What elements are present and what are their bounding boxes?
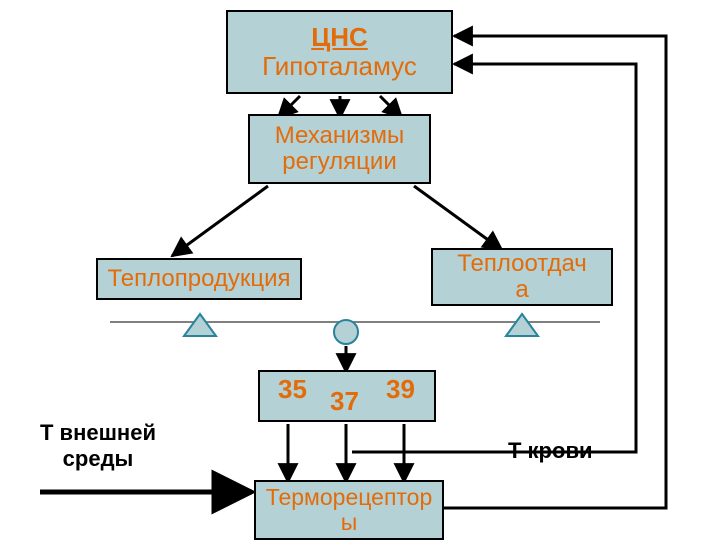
label-t_env: Т внешней среды: [40, 420, 156, 472]
box-heatloss-line-0: Теплоотдач: [457, 251, 587, 277]
balance-pivot: [334, 320, 358, 344]
box-heatprod-line-0: Теплопродукция: [107, 266, 290, 292]
scale-value-35: 35: [278, 374, 307, 405]
box-heatloss: Теплоотдача: [431, 248, 613, 306]
arrow-mech-to-prod: [172, 186, 268, 256]
box-thermo: Терморецепторы: [254, 480, 444, 540]
box-cns: ЦНСГипоталамус: [226, 10, 453, 94]
box-thermo-line-1: ы: [341, 510, 358, 535]
triL: [184, 314, 216, 336]
scale-value-39: 39: [386, 374, 415, 405]
box-thermo-line-0: Терморецептор: [266, 485, 433, 510]
box-cns-line-1: Гипоталамус: [262, 52, 417, 81]
scale-value-37: 37: [330, 386, 359, 417]
arrow-mech-to-loss: [414, 186, 502, 250]
box-cns-line-0: ЦНС: [311, 23, 368, 52]
box-mech-line-0: Механизмы: [275, 123, 405, 149]
box-mech: Механизмырегуляции: [248, 114, 431, 184]
box-heatloss-line-1: а: [515, 277, 528, 303]
triR: [506, 314, 538, 336]
box-heatprod: Теплопродукция: [96, 258, 302, 300]
label-t_blood: Т крови: [508, 438, 593, 464]
box-mech-line-1: регуляции: [282, 149, 396, 175]
